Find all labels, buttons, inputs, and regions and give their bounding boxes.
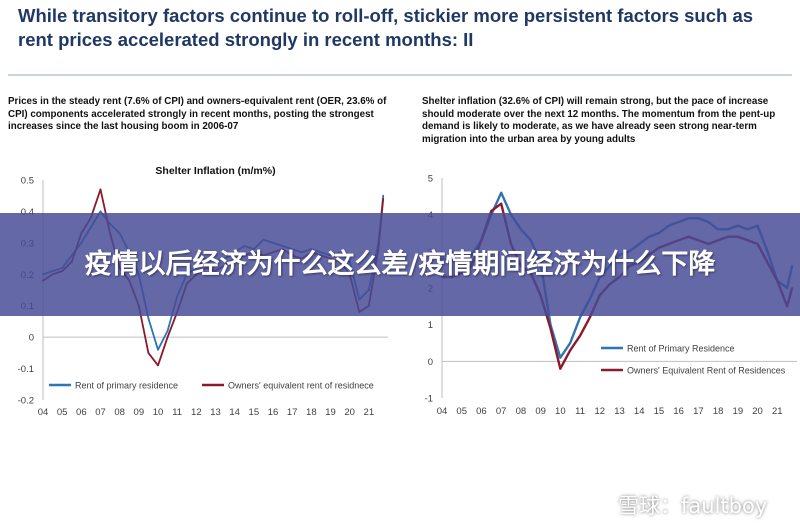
data-point [549,327,552,330]
chart-title: Shelter Inflation (m/m%) [155,165,275,177]
x-tick-label: 20 [752,406,763,417]
legend-label: Owners' equivalent rent of residnece [228,381,374,391]
data-point [99,188,102,191]
x-tick-label: 12 [594,406,605,417]
data-point [569,342,572,344]
x-tick-label: 07 [95,407,106,418]
x-tick-label: 17 [693,406,704,417]
data-point [382,198,385,200]
x-tick-label: 19 [325,407,336,418]
y-tick-label: -0.1 [18,364,34,375]
x-tick-label: 14 [229,407,240,418]
data-point [579,316,581,319]
y-tick-label: 0.4 [21,207,34,218]
data-point [569,349,572,352]
x-tick-label: 15 [654,406,665,417]
data-point [99,210,102,213]
y-tick-label: -0.2 [18,396,34,407]
x-tick-label: 07 [496,406,507,417]
data-point [147,352,150,354]
banner-text: 疫情以后经济为什么这么差/疫情期间经济为什么下降 [84,248,716,280]
x-tick-label: 04 [38,407,49,418]
data-point [579,334,581,337]
page-title: While transitory factors continue to rol… [18,5,754,50]
overlay-banner: 疫情以后经济为什么这么差/疫情期间经济为什么下降 [0,213,800,316]
x-tick-label: 17 [287,407,298,418]
x-tick-label: 08 [114,407,125,418]
data-point [559,367,562,370]
x-tick-label: 19 [733,406,744,417]
x-tick-label: 05 [456,406,467,417]
x-tick-label: 13 [614,406,625,417]
x-tick-label: 13 [210,407,221,418]
x-tick-label: 09 [134,407,145,418]
y-tick-label: 0.5 [21,176,34,187]
x-tick-label: 11 [172,407,182,418]
data-point [490,210,493,212]
data-point [559,356,562,359]
x-tick-label: 15 [249,407,260,418]
x-tick-label: 09 [535,406,546,417]
x-tick-label: 08 [516,406,527,417]
data-point [382,194,385,197]
y-tick-label: -1 [425,394,433,405]
x-tick-label: 16 [268,407,279,418]
legend-label: Owners' Equivalent Rent of Residences [627,366,786,376]
x-tick-label: 10 [555,406,566,417]
y-tick-label: 1 [428,320,433,331]
x-tick-label: 14 [634,406,645,417]
legend-label: Rent of primary residence [75,381,178,391]
x-tick-label: 05 [57,407,68,418]
x-tick-label: 12 [191,407,202,418]
watermark-text: 雪球：faultboy [618,494,768,518]
x-tick-label: 11 [575,406,585,417]
x-tick-label: 06 [76,407,87,418]
x-tick-label: 04 [437,406,448,417]
data-point [166,336,169,338]
x-tick-label: 18 [306,407,317,418]
data-point [157,348,159,351]
x-tick-label: 18 [713,406,724,417]
title-divider [8,74,792,76]
data-point [589,316,591,319]
y-tick-label: 0 [428,357,433,368]
legend-label: Rent of Primary Residence [627,344,735,354]
data-point [147,317,150,320]
x-tick-label: 20 [344,407,355,418]
x-tick-label: 21 [772,406,783,417]
left-panel-note: Prices in the steady rent (7.6% of CPI) … [8,96,387,132]
y-tick-label: 0 [29,333,34,344]
data-point [157,364,159,367]
x-tick-label: 16 [673,406,684,417]
x-tick-label: 21 [364,407,375,418]
data-point [500,202,503,205]
right-panel-note: Shelter inflation (32.6% of CPI) will re… [422,96,776,145]
data-point [500,191,503,194]
x-tick-label: 06 [476,406,487,417]
data-point [166,330,169,332]
x-tick-label: 10 [153,407,164,418]
y-tick-label: 5 [428,174,433,185]
snowball-logo-icon [584,490,614,520]
watermark: 雪球：faultboy [584,489,767,521]
